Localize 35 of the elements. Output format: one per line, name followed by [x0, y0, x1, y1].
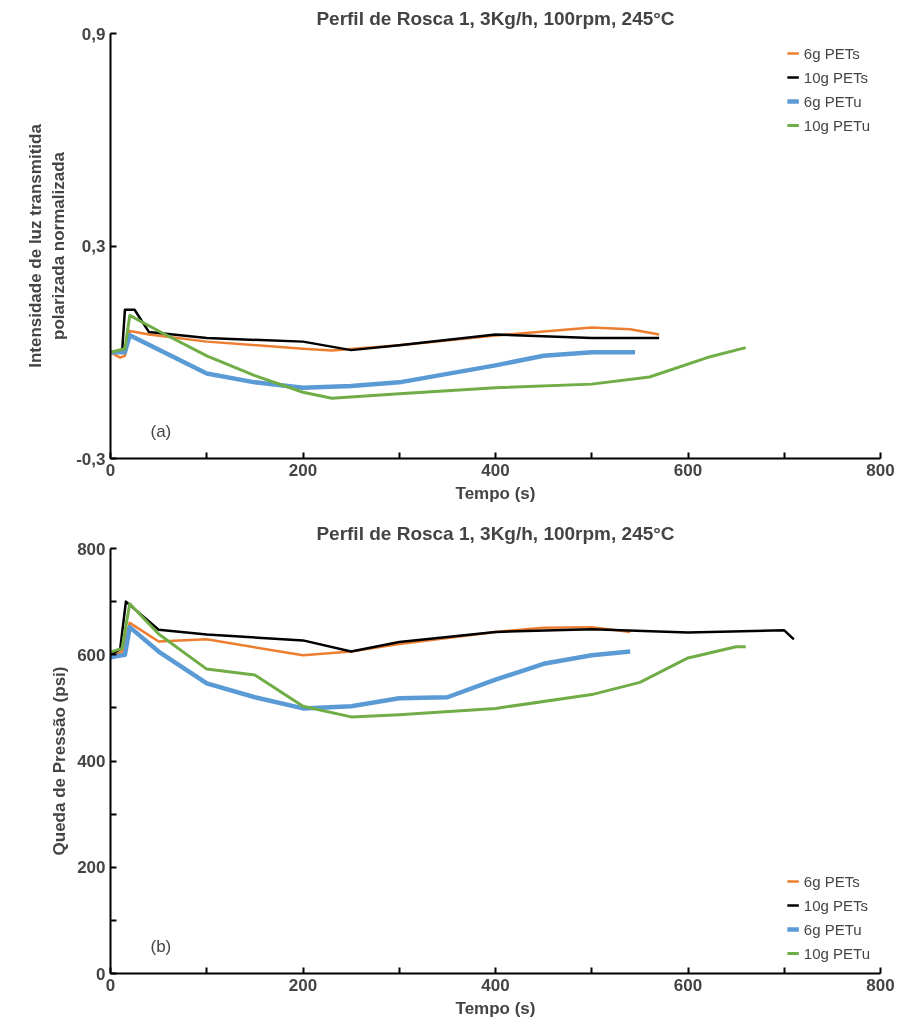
legend-label: 10g PETs [803, 896, 869, 914]
line-series [110, 602, 748, 719]
y-tick-label: 0,3 [81, 237, 106, 256]
legend-label: 6g PETs [803, 44, 860, 62]
y-axis-title: Queda de Pressão (psi) [50, 666, 70, 856]
line-series [110, 624, 633, 711]
x-axis-title: Tempo (s) [455, 998, 536, 1018]
x-tick-label: 800 [866, 975, 895, 995]
annotation: (b) [150, 936, 172, 956]
legend-label: 10g PETu [803, 116, 870, 134]
line-series [110, 333, 638, 390]
y-tick-label: 800 [77, 539, 106, 559]
x-tick-label: 400 [481, 975, 510, 995]
legend-label: 6g PETs [803, 872, 860, 890]
x-tick-label: 800 [866, 460, 895, 480]
x-tick-label: 600 [673, 460, 703, 480]
legend-label: 10g PETs [803, 68, 869, 86]
y-tick-label: 600 [77, 645, 106, 665]
y-tick-label: 200 [77, 858, 106, 878]
y-tick-label: 400 [77, 752, 106, 771]
x-axis-title: Tempo (s) [455, 483, 536, 503]
x-tick-label: 600 [673, 975, 703, 995]
y-tick-label: -0,3 [76, 449, 106, 469]
y-tick-label: 0,9 [81, 24, 106, 44]
legend-label: 10g PETu [803, 944, 870, 962]
annotation: (a) [150, 421, 172, 441]
y-axis-title: Intensidade de luz transmitida polarizada normalizada [26, 123, 69, 368]
line-series [110, 313, 748, 400]
legend-label: 6g PETu [803, 92, 862, 110]
x-tick-label: 400 [481, 460, 510, 480]
x-tick-label: 200 [288, 975, 318, 995]
chart-title: Perfil de Rosca 1, 3Kg/h, 100rpm, 245°C [316, 522, 675, 544]
x-tick-label: 200 [288, 460, 318, 480]
legend-label: 6g PETu [803, 920, 862, 938]
chart-title: Perfil de Rosca 1, 3Kg/h, 100rpm, 245°C [316, 7, 675, 29]
